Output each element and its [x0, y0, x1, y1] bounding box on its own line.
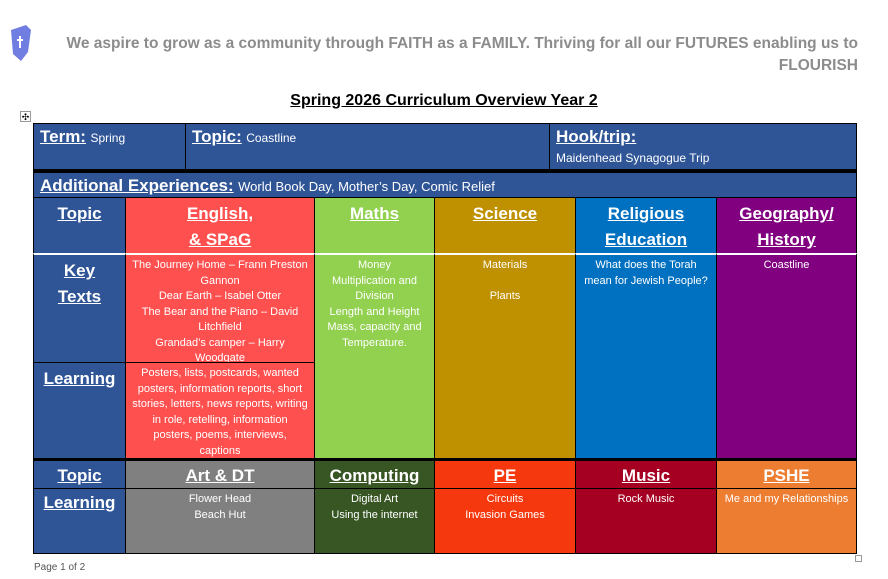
- page-title: Spring 2026 Curriculum Overview Year 2: [290, 92, 598, 109]
- re-content: What does the Torah mean for Jewish Peop…: [575, 253, 717, 459]
- school-crest-icon: [11, 25, 31, 61]
- table-move-handle-icon[interactable]: ✣: [20, 111, 31, 122]
- topic-cell: Topic: Coastline: [185, 123, 550, 170]
- science-content: Materials Plants: [434, 253, 576, 459]
- subject-english-header: English, & SPaG: [125, 197, 315, 254]
- subject-geography-history-header: Geography/ History: [716, 197, 857, 254]
- row-label-topic: Topic: [33, 197, 126, 254]
- table-resize-handle[interactable]: [855, 555, 862, 562]
- english-key-texts: The Journey Home – Frann Preston Gannon D…: [125, 253, 315, 364]
- art-content: Flower Head Beach Hut: [125, 488, 315, 554]
- maths-content: Money Multiplication and Division Length a…: [314, 253, 435, 459]
- page-number: Page 1 of 2: [34, 562, 86, 573]
- row-label-learning-2: Learning: [33, 488, 126, 554]
- english-learning: Posters, lists, postcards, wanted poster…: [125, 362, 315, 459]
- music-content: Rock Music: [575, 488, 717, 554]
- subject-science-header: Science: [434, 197, 576, 254]
- hook-cell: Hook/trip: Maidenhead Synagogue Trip: [549, 123, 857, 170]
- pshe-content: Me and my Relationships: [716, 488, 857, 554]
- row-label-learning: Learning: [33, 362, 126, 459]
- additional-experiences-cell: Additional Experiences: World Book Day, …: [33, 170, 857, 198]
- subject-art-header: Art & DT: [125, 458, 315, 489]
- subject-music-header: Music: [575, 458, 717, 489]
- school-motto: We aspire to grow as a community through…: [66, 35, 858, 74]
- subject-pshe-header: PSHE: [716, 458, 857, 489]
- geography-content: Coastline: [716, 253, 857, 459]
- subject-re-header: Religious Education: [575, 197, 717, 254]
- row-label-topic-2: Topic: [33, 458, 126, 489]
- subject-maths-header: Maths: [314, 197, 435, 254]
- term-cell: Term: Spring: [33, 123, 186, 170]
- subject-pe-header: PE: [434, 458, 576, 489]
- computing-content: Digital Art Using the internet: [314, 488, 435, 554]
- pe-content: Circuits Invasion Games: [434, 488, 576, 554]
- subject-computing-header: Computing: [314, 458, 435, 489]
- row-label-key-texts: Key Texts: [33, 253, 126, 363]
